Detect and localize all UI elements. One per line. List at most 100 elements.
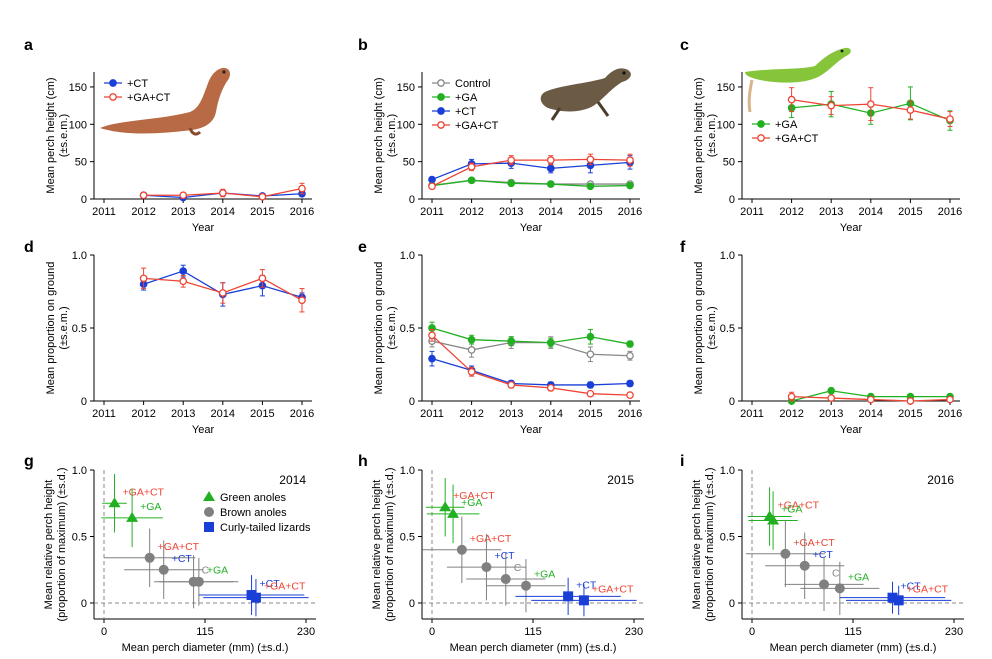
anole-body (540, 68, 631, 112)
panel-letter: a (24, 37, 33, 54)
point-label: +GA+CT (470, 533, 512, 545)
data-point (586, 155, 595, 164)
circle-marker (780, 548, 791, 559)
x-axis-label: Year (192, 424, 215, 436)
x-tick-label: 115 (196, 626, 214, 638)
legend-marker (437, 107, 445, 115)
series-ga (428, 176, 634, 191)
point-label: +GA (461, 497, 482, 509)
x-tick-label: 2016 (938, 206, 962, 218)
circle-marker (520, 580, 531, 591)
square-marker (887, 592, 898, 603)
scatter-point-brown_anoles: +GA (800, 561, 880, 615)
x-tick-label: 2012 (131, 408, 155, 420)
green-anole-photo (745, 47, 851, 113)
data-point (139, 274, 148, 283)
x-axis-label: Mean perch diameter (mm) (±s.d.) (450, 642, 617, 654)
x-tick-label: 2014 (859, 206, 883, 218)
x-tick-label: 2012 (779, 408, 803, 420)
x-tick-label: 2013 (499, 206, 523, 218)
panel-letter: g (24, 453, 34, 470)
panel-letter: b (358, 37, 368, 54)
y-tick-label: 0 (729, 396, 735, 408)
panel-letter: c (680, 37, 689, 54)
legend-label: +GA+CT (455, 120, 499, 132)
data-point (507, 179, 516, 188)
circle-marker (144, 552, 155, 563)
scatter-point-curly_tailed: +CT (515, 577, 621, 615)
legend-label: Brown anoles (220, 507, 287, 519)
legend-marker (757, 120, 765, 128)
point-label: +GA (534, 569, 555, 581)
triangle-marker (126, 511, 139, 522)
data-point (946, 395, 954, 404)
data-point (626, 351, 634, 360)
data-point (467, 367, 476, 376)
legend: +GA +GA+CT (752, 119, 819, 145)
point-label: +GA+CT (592, 583, 634, 595)
y-axis-label-2: (±s.e.m.) (386, 114, 398, 157)
scatter-point-brown_anoles: +GA (159, 557, 239, 606)
y-axis-label: Mean relative perch height (691, 480, 703, 610)
series-ga (428, 321, 634, 348)
series-line (431, 161, 631, 181)
x-axis-label: Year (520, 424, 543, 436)
legend-label: +CT (127, 78, 148, 90)
data-point (467, 176, 476, 185)
point-label: +GA (848, 571, 869, 583)
point-label: +GA+CT (123, 486, 165, 498)
y-tick-label: 0 (729, 598, 735, 610)
point-label: +CT (576, 579, 597, 591)
x-tick-label: 2011 (740, 206, 764, 218)
legend-label: +GA+CT (127, 92, 171, 104)
x-tick-label: 2015 (898, 206, 922, 218)
x-axis-label: Year (520, 222, 543, 234)
point-label: C (832, 567, 840, 579)
data-point (546, 156, 555, 165)
panels-group: a 0 50 100 150 2011 2012 2013 2014 2015 2016 Year Me… (24, 37, 964, 654)
triangle-marker (108, 497, 121, 508)
legend-label: Curly-tailed lizards (220, 522, 311, 534)
y-axis-label: Mean proportion on ground (693, 262, 705, 395)
scatter-point-brown_anoles: +GA+CT (104, 528, 200, 588)
series-line (431, 334, 631, 396)
x-tick-label: 2014 (539, 408, 563, 420)
x-axis-label: Mean perch diameter (mm) (±s.d.) (122, 642, 289, 654)
legend-label: +CT (455, 106, 476, 118)
y-axis-label-2: (proportion of maximum) (±s.d.) (56, 468, 68, 622)
x-tick-label: 2016 (618, 408, 642, 420)
square-marker (250, 592, 261, 603)
x-tick-label: 2016 (290, 408, 314, 420)
x-tick-label: 230 (945, 626, 963, 638)
anole-eye (622, 71, 626, 75)
data-point (467, 335, 476, 344)
y-axis-label-2: (±s.e.m.) (706, 114, 718, 157)
y-tick-label: 1.0 (72, 250, 87, 262)
data-point (507, 337, 516, 345)
data-point (179, 191, 188, 200)
data-point (946, 115, 954, 123)
data-point (218, 189, 227, 197)
panel-a: a 0 50 100 150 2011 2012 2013 2014 2015 2016 Year Me… (24, 37, 314, 234)
y-axis-label-2: (±s.e.m.) (58, 306, 70, 349)
series-gact (787, 391, 954, 405)
y-tick-label: 0.5 (400, 323, 415, 335)
y-axis-label-2: (±s.e.m.) (386, 306, 398, 349)
point-label: C (202, 565, 210, 577)
panel-letter: d (24, 239, 34, 256)
y-tick-label: 1.0 (720, 465, 735, 477)
data-point (626, 391, 634, 400)
circle-marker (834, 583, 845, 594)
data-point (139, 191, 148, 200)
y-axis-label: Mean proportion on ground (373, 262, 385, 395)
data-point (546, 338, 555, 347)
y-tick-label: 100 (397, 119, 415, 131)
y-tick-label: 0 (409, 598, 415, 610)
x-tick-label: 0 (749, 626, 755, 638)
scatter-point-brown_anoles: +GA+CT (422, 516, 512, 584)
y-tick-label: 1.0 (400, 250, 415, 262)
y-axis-label: Mean proportion on ground (45, 262, 57, 395)
series-line (431, 358, 631, 386)
scatter-point-brown_anoles: C (466, 552, 546, 606)
